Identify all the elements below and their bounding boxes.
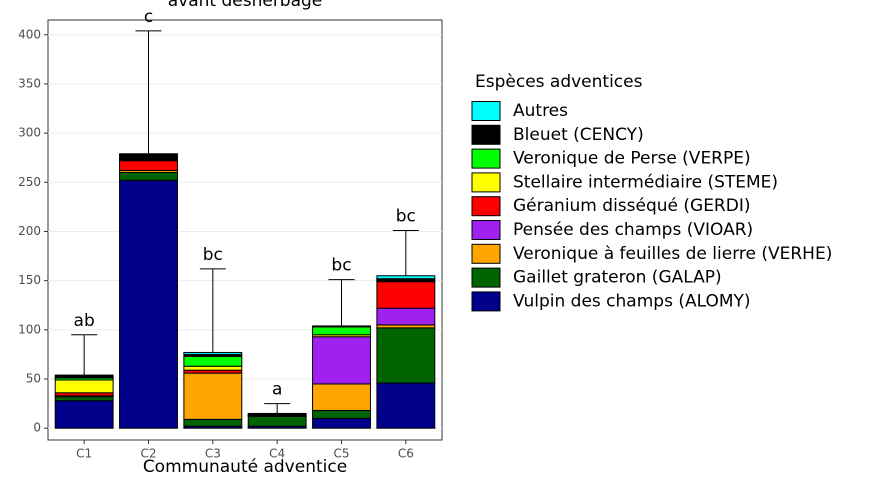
legend-label: Gaillet grateron (GALAP) — [513, 268, 722, 288]
bar-segment — [183, 351, 243, 355]
x-tick-label: C2 — [140, 447, 156, 461]
legend-swatch — [471, 172, 501, 193]
legend-label: Géranium disséqué (GERDI) — [513, 196, 751, 216]
bar-segment — [312, 325, 371, 328]
y-tick-label: 50 — [26, 372, 41, 386]
bar-segment — [54, 374, 114, 379]
x-tick-label: C5 — [333, 447, 349, 461]
bar-segment — [312, 417, 371, 429]
bar-segment — [54, 396, 114, 402]
plot-panel — [47, 19, 443, 441]
bar-segment — [376, 307, 436, 326]
bar-segment — [54, 379, 114, 394]
bar-segment — [247, 415, 307, 427]
x-tick-label: C3 — [205, 447, 221, 461]
legend-swatch — [471, 196, 501, 217]
y-tick-label: 100 — [18, 322, 41, 336]
bar-segment — [376, 281, 436, 309]
legend-label: Autres — [513, 101, 568, 121]
bar-segment — [183, 365, 243, 371]
legend-label: Stellaire intermédiaire (STEME) — [513, 172, 778, 192]
significance-letter: bc — [203, 245, 223, 265]
y-tick-label: 300 — [18, 126, 41, 140]
legend-label: Bleuet (CENCY) — [513, 125, 644, 145]
legend-label: Vulpin des champs (ALOMY) — [513, 291, 751, 311]
y-tick-label: 0 — [33, 421, 41, 435]
bar-segment — [312, 409, 371, 419]
legend-label: Pensée des champs (VIOAR) — [513, 220, 753, 240]
bar-segment — [119, 179, 178, 429]
x-tick-label: C1 — [76, 447, 92, 461]
bar-segment — [54, 400, 114, 429]
y-tick-label: 400 — [18, 27, 41, 41]
y-tick-label: 250 — [18, 175, 41, 189]
bar-segment — [183, 418, 243, 427]
legend-swatch — [471, 101, 501, 121]
legend-swatch — [471, 291, 501, 312]
legend-label: Veronique à feuilles de lierre (VERHE) — [513, 244, 832, 264]
bar-segment — [312, 326, 371, 336]
legend-label: Veronique de Perse (VERPE) — [513, 149, 751, 169]
y-tick-label: 150 — [18, 273, 41, 287]
significance-letter: a — [272, 380, 282, 400]
legend-swatch — [471, 124, 501, 145]
legend-swatch — [471, 267, 501, 288]
bar-segment — [312, 383, 371, 411]
bar-segment — [119, 160, 178, 171]
legend-title: Espèces adventices — [475, 72, 643, 92]
y-tick-label: 200 — [18, 224, 41, 238]
bar-segment — [183, 355, 243, 367]
legend-swatch — [471, 148, 501, 169]
legend-swatch — [471, 243, 501, 264]
significance-letter: bc — [331, 256, 351, 276]
bar-segment — [376, 275, 436, 280]
bar-segment — [312, 336, 371, 385]
bar-segment — [247, 412, 307, 415]
x-tick-label: C4 — [269, 447, 285, 461]
significance-letter: ab — [74, 311, 95, 331]
x-axis-label: Communauté adventice — [143, 457, 347, 477]
chart-title: avant désherbage — [168, 0, 323, 11]
bar-segment — [119, 153, 178, 160]
x-tick-label: C6 — [398, 447, 414, 461]
significance-letter: bc — [396, 206, 416, 226]
legend-swatch — [471, 220, 501, 240]
bar-segment — [376, 327, 436, 384]
y-tick-label: 350 — [18, 76, 41, 90]
bar-segment — [119, 171, 178, 181]
bar-segment — [183, 372, 243, 420]
significance-letter: c — [144, 7, 153, 27]
bar-segment — [376, 382, 436, 429]
